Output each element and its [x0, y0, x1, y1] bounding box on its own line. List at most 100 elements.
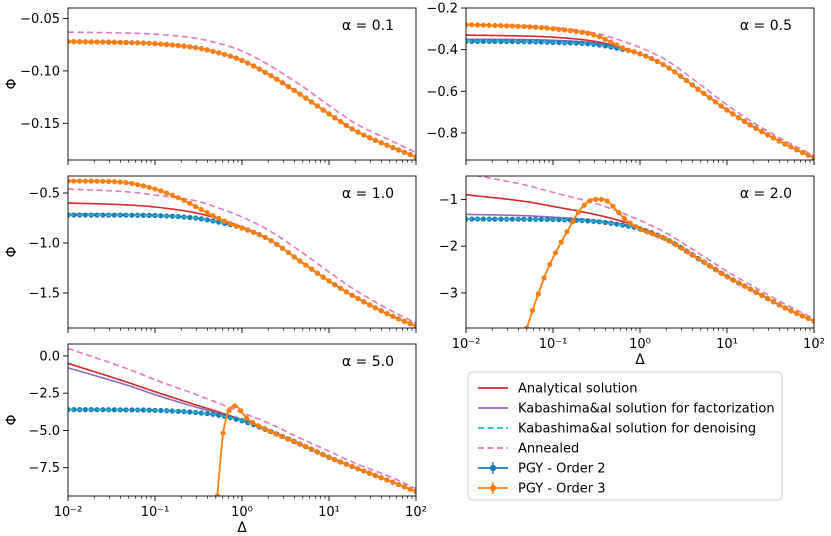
marker-point: [466, 22, 469, 28]
y-tick-label: −1.5: [28, 287, 60, 302]
marker-point: [175, 42, 181, 49]
marker-point: [587, 198, 593, 204]
marker-point: [707, 95, 713, 101]
marker-point: [591, 32, 597, 38]
y-tick-label: −0.8: [426, 126, 458, 141]
marker-point: [498, 216, 504, 222]
series-annealed: [474, 176, 814, 320]
x-tick-label: 10⁻¹: [141, 505, 170, 520]
marker-point: [158, 188, 164, 194]
marker-point: [198, 206, 204, 213]
legend-label: PGY - Order 2: [518, 462, 606, 477]
marker-point: [297, 91, 303, 97]
marker-point: [204, 410, 210, 417]
marker-point: [662, 235, 668, 241]
marker-point: [123, 39, 129, 46]
x-tick-label: 10⁻²: [452, 337, 481, 352]
marker-point: [759, 292, 765, 299]
marker-point: [193, 203, 199, 210]
marker-point: [355, 129, 361, 135]
series-kabashima_denoise: [466, 218, 814, 322]
marker-point: [741, 118, 748, 124]
marker-point: [701, 90, 707, 97]
marker-point: [268, 238, 274, 244]
marker-point: [486, 22, 492, 28]
y-tick-label: −3: [439, 286, 458, 301]
marker-point: [771, 299, 777, 305]
marker-point: [509, 38, 515, 45]
series-kabashima_fact: [68, 213, 416, 327]
x-axis: [67, 160, 417, 165]
y-tick-label: −2: [439, 240, 458, 255]
x-tick-label: 10²: [405, 505, 427, 520]
marker-point: [689, 82, 695, 88]
marker-point: [216, 412, 222, 418]
marker-point: [602, 43, 608, 49]
marker-point: [216, 50, 222, 56]
marker-point: [111, 179, 117, 185]
marker-point: [529, 307, 536, 313]
marker-point: [354, 466, 361, 472]
marker-point: [765, 132, 771, 138]
y-axis-label: Φ: [4, 414, 20, 425]
panel-a05: −0.2 −0.4 −0.6 −0.8 α = 0.5: [426, 2, 815, 165]
marker-point: [395, 481, 402, 488]
x-tick-label: 10²: [803, 337, 825, 352]
marker-point: [343, 461, 349, 467]
marker-point: [152, 41, 158, 47]
legend-label: Annealed: [518, 442, 579, 457]
marker-point: [135, 40, 141, 46]
marker-point: [210, 48, 216, 54]
marker-point: [799, 313, 806, 319]
marker-point: [656, 233, 662, 239]
marker-point: [94, 39, 100, 45]
marker-point: [129, 212, 135, 218]
marker-point: [111, 407, 117, 413]
marker-point: [100, 178, 106, 184]
marker-point: [169, 408, 175, 414]
marker-point: [106, 178, 112, 185]
legend-label: Kabashima&al solution for factorization: [518, 402, 775, 417]
marker-point: [220, 430, 226, 436]
panel-alpha-label: α = 1.0: [342, 186, 394, 202]
marker-point: [614, 221, 620, 227]
marker-point: [748, 286, 754, 292]
x-axis-label: Δ: [635, 352, 645, 368]
marker-point: [776, 138, 782, 144]
marker-point: [106, 39, 112, 45]
marker-point: [695, 86, 701, 92]
x-axis: [465, 160, 815, 165]
plot-area: [466, 22, 814, 160]
marker-point: [187, 214, 193, 221]
marker-point: [643, 53, 649, 59]
y-tick-label: −0.4: [426, 43, 458, 58]
marker-point: [349, 463, 355, 469]
marker-point: [372, 137, 378, 143]
marker-point: [88, 39, 94, 45]
marker-point: [361, 299, 367, 305]
marker-point: [68, 178, 71, 184]
marker-point: [214, 493, 220, 496]
y-tick-label: −0.2: [426, 2, 458, 17]
marker-point: [152, 186, 158, 192]
series-kabashima_fact: [466, 38, 814, 159]
marker-point: [361, 132, 367, 138]
marker-point: [730, 111, 736, 117]
y-axis: −0.05 −0.10 −0.15 Φ: [4, 12, 68, 132]
series-annealed: [68, 188, 416, 324]
y-tick-label: −0.5: [28, 187, 60, 202]
y-axis: −0.5 −1.0 −1.5 Φ: [4, 187, 68, 302]
marker-point: [239, 225, 245, 231]
marker-point: [492, 22, 498, 29]
marker-point: [527, 216, 533, 222]
marker-point: [100, 407, 106, 413]
marker-point: [77, 178, 83, 184]
x-tick-label: 10⁰: [629, 337, 651, 352]
marker-point: [117, 39, 123, 45]
marker-point: [181, 43, 187, 49]
legend-label: Kabashima&al solution for denoising: [518, 422, 756, 437]
marker-point: [82, 178, 88, 184]
marker-point: [547, 261, 553, 268]
legend-frame: [467, 371, 783, 501]
marker-point: [372, 305, 378, 311]
